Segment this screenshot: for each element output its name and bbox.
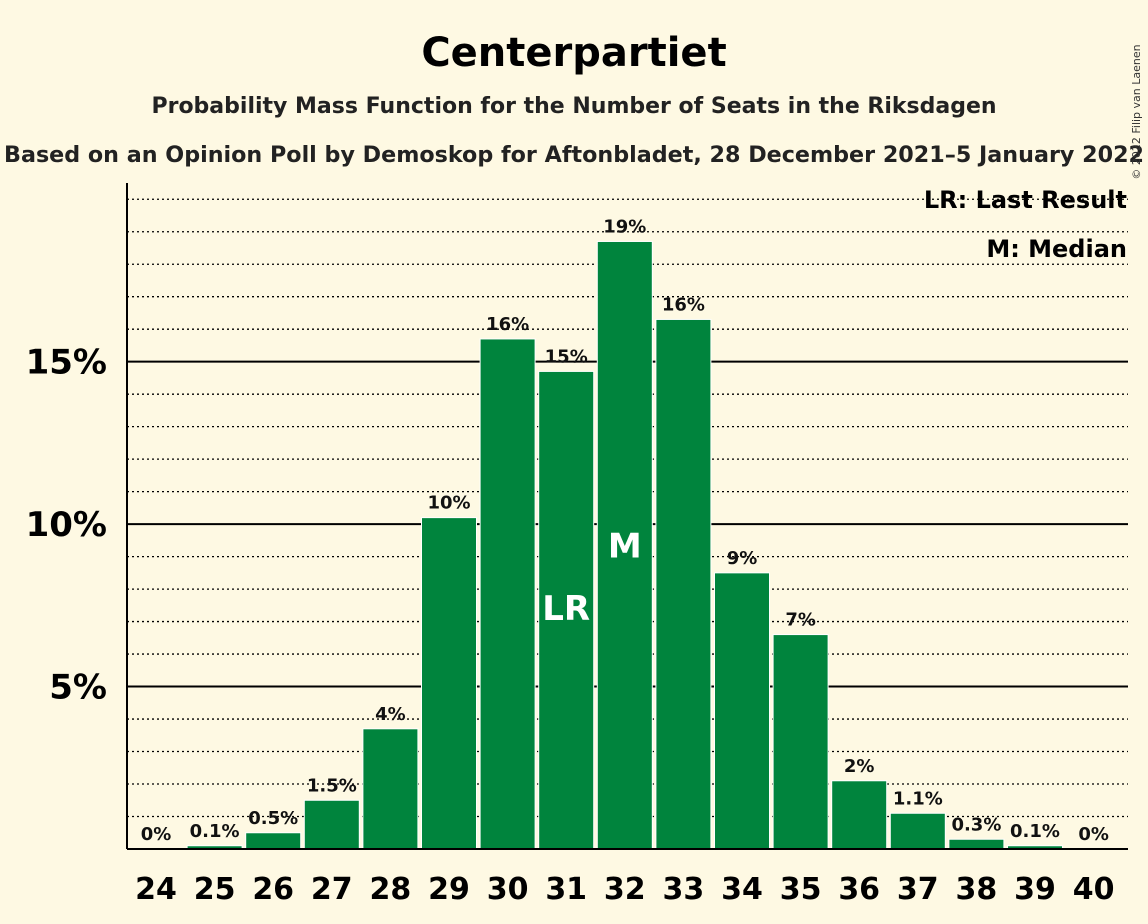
x-tick-label: 36 [838,872,880,907]
x-tick-label: 38 [956,872,998,907]
x-tick-label: 30 [487,872,529,907]
copyright-notice: © 2022 Filip van Laenen [1130,44,1143,179]
bar-seats-27 [303,799,360,850]
bar-value-label: 15% [545,346,588,367]
chart-subtitle: Probability Mass Function for the Number… [151,94,996,119]
y-tick-label: 10% [26,505,107,545]
legend-median: M: Median [986,235,1127,263]
bar-seats-37 [889,812,946,850]
bar-value-label: 16% [486,314,529,335]
x-tick-label: 28 [370,872,412,907]
chart-subtitle-poll: Based on an Opinion Poll by Demoskop for… [4,143,1144,168]
x-tick-label: 39 [1014,872,1056,907]
bar-marker-lr: LR [542,589,590,629]
x-tick-label: 32 [604,872,646,907]
bar-seats-35 [772,634,829,850]
x-tick-label: 29 [428,872,470,907]
bar-seats-26 [245,832,302,850]
bar-value-label: 9% [727,548,758,569]
bars: 0% 0.1% 0.5% 1.5% 4% 10% 16% 15% LR 19% M 16% 9% 7% 2%… [141,216,1109,850]
chart-title: Centerpartiet [421,30,726,76]
bar-value-label: 0% [141,824,172,845]
bar-seats-38 [948,838,1005,850]
bar-value-label: 2% [844,756,875,777]
bar-value-label: 1.5% [307,775,357,796]
y-tick-label: 5% [49,668,107,708]
bar-seats-32 [596,240,653,850]
bar-seats-28 [362,728,419,850]
x-tick-label: 25 [194,872,236,907]
bar-value-label: 4% [375,704,406,725]
y-tick-label: 15% [26,343,107,383]
bar-marker-m: M [608,526,642,566]
x-tick-label: 34 [721,872,763,907]
bar-value-label: 0.3% [951,814,1001,835]
bar-seats-33 [655,318,712,850]
bar-seats-36 [831,780,888,850]
x-tick-label: 24 [135,872,177,907]
x-tick-label: 33 [663,872,705,907]
bar-value-label: 7% [785,610,816,631]
x-tick-label: 27 [311,872,353,907]
x-tick-label: 40 [1073,872,1115,907]
bar-value-label: 10% [427,493,470,514]
bar-value-label: 0.5% [248,808,298,829]
x-tick-label: 37 [897,872,939,907]
bar-seats-34 [714,572,770,850]
bar-value-label: 0% [1078,824,1109,845]
bar-value-label: 16% [662,294,705,315]
bar-seats-29 [421,517,477,850]
bar-seats-31 [538,370,595,850]
bar-value-label: 0.1% [190,821,240,842]
bar-value-label: 1.1% [893,788,943,809]
axis-ticks: 5% 10% 15% 24 25 26 27 28 29 30 31 32 33 34 35 36 37 38 39… [26,343,1115,907]
x-tick-label: 26 [252,872,294,907]
x-tick-label: 35 [780,872,822,907]
bar-value-label: 0.1% [1010,821,1060,842]
x-tick-label: 31 [545,872,587,907]
bar-value-label: 19% [603,216,646,237]
bar-seats-30 [479,338,536,850]
legend-last-result: LR: Last Result [924,186,1127,214]
